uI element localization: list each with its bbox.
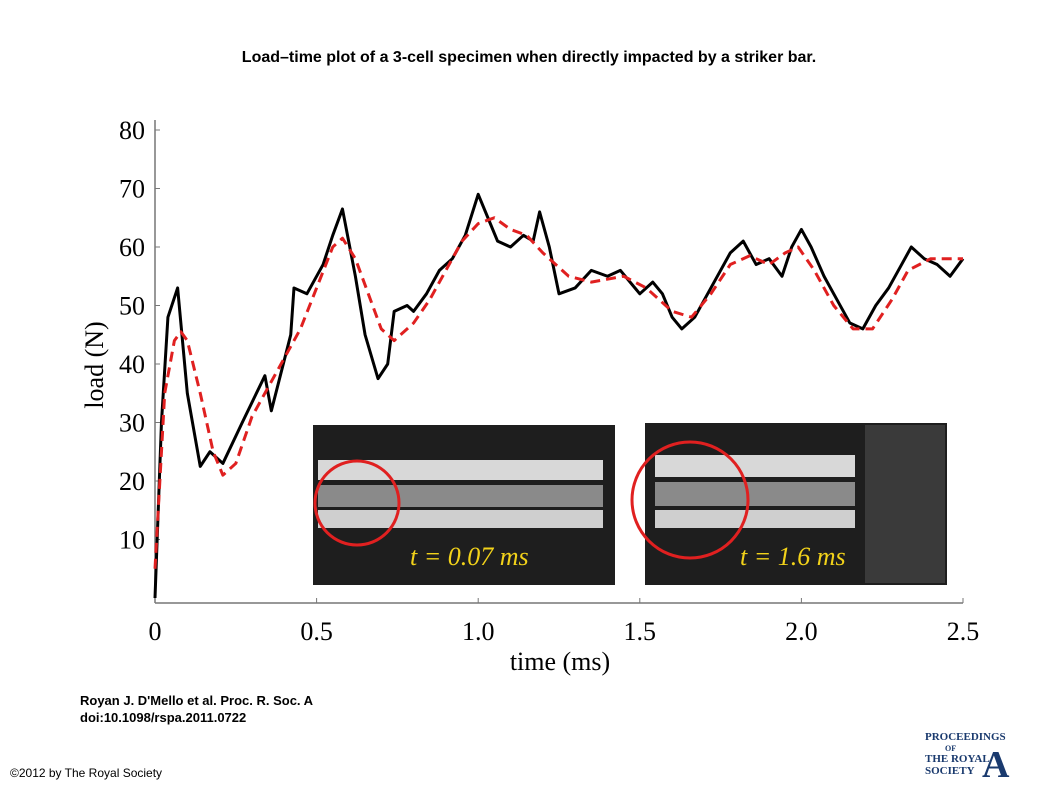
inset-label: t = 0.07 ms — [410, 542, 529, 571]
x-tick-label: 2.5 — [947, 617, 980, 646]
y-axis-label: load (N) — [80, 321, 109, 408]
logo-text: THE ROYAL — [925, 753, 990, 765]
logo: PROCEEDINGS OF THE ROYAL SOCIETY A — [925, 731, 1010, 786]
inset-label: t = 1.6 ms — [740, 542, 846, 571]
y-tick-label: 70 — [119, 175, 145, 204]
logo-text: PROCEEDINGS — [925, 731, 1006, 743]
plot-area: 10 20 30 40 50 60 70 80 0 0.5 1.0 1.5 2.0 2.5 time (ms… — [80, 116, 979, 676]
inset-photo: t = 1.6 ms — [630, 423, 947, 585]
y-tick-label: 60 — [119, 233, 145, 262]
data-line — [153, 192, 965, 599]
copyright: ©2012 by The Royal Society — [10, 766, 162, 780]
y-tick-label: 10 — [119, 526, 145, 555]
x-tick-label: 2.0 — [785, 617, 818, 646]
y-tick-label: 20 — [119, 467, 145, 496]
x-tick-label: 1.0 — [462, 617, 495, 646]
logo-text: A — [982, 744, 1010, 786]
x-tick-label: 0 — [149, 617, 162, 646]
y-tick-label: 40 — [119, 350, 145, 379]
data-line — [153, 216, 963, 569]
x-axis-label: time (ms) — [510, 647, 610, 676]
citation: Royan J. D'Mello et al. Proc. R. Soc. A — [80, 693, 314, 708]
logo-text: SOCIETY — [925, 765, 975, 777]
citation: doi:10.1098/rspa.2011.0722 — [80, 710, 246, 725]
inset-photo: t = 0.07 ms — [313, 425, 615, 585]
x-tick-label: 0.5 — [300, 617, 333, 646]
chart-title: Load–time plot of a 3-cell specimen when… — [242, 49, 816, 66]
logo-text: OF — [945, 744, 956, 753]
y-tick-label: 50 — [119, 292, 145, 321]
x-tick-label: 1.5 — [624, 617, 657, 646]
y-tick-label: 30 — [119, 409, 145, 438]
y-tick-label: 80 — [119, 116, 145, 145]
